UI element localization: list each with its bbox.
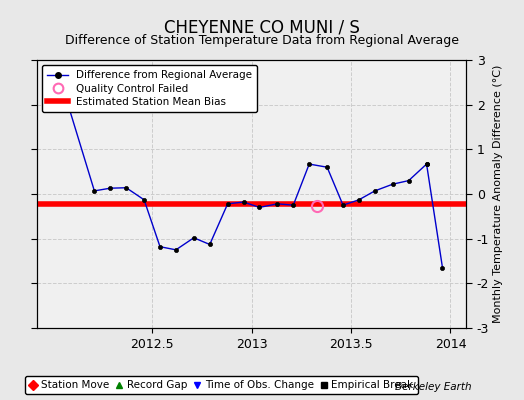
Difference from Regional Average: [141, 198, 147, 202]
Difference from Regional Average: [107, 186, 113, 190]
Difference from Regional Average: [356, 198, 362, 202]
Line: Difference from Regional Average: Difference from Regional Average: [59, 78, 444, 270]
Difference from Regional Average: [290, 203, 297, 208]
Difference from Regional Average: [191, 235, 197, 240]
Difference from Regional Average: [157, 244, 163, 249]
Difference from Regional Average: [439, 265, 445, 270]
Difference from Regional Average: [423, 162, 430, 166]
Difference from Regional Average: [324, 165, 330, 170]
Difference from Regional Average: [306, 162, 312, 166]
Text: Berkeley Earth: Berkeley Earth: [395, 382, 472, 392]
Legend: Station Move, Record Gap, Time of Obs. Change, Empirical Break: Station Move, Record Gap, Time of Obs. C…: [25, 376, 418, 394]
Difference from Regional Average: [390, 182, 396, 186]
Difference from Regional Average: [58, 78, 64, 82]
Difference from Regional Average: [423, 162, 430, 166]
Difference from Regional Average: [123, 185, 129, 190]
Difference from Regional Average: [91, 188, 97, 193]
Difference from Regional Average: [241, 200, 247, 204]
Text: Difference of Station Temperature Data from Regional Average: Difference of Station Temperature Data f…: [65, 34, 459, 47]
Difference from Regional Average: [274, 202, 280, 206]
Difference from Regional Average: [256, 205, 263, 210]
Difference from Regional Average: [224, 202, 231, 206]
Difference from Regional Average: [340, 203, 346, 208]
Text: CHEYENNE CO MUNI / S: CHEYENNE CO MUNI / S: [164, 18, 360, 36]
Difference from Regional Average: [406, 178, 412, 183]
Y-axis label: Monthly Temperature Anomaly Difference (°C): Monthly Temperature Anomaly Difference (…: [493, 65, 504, 323]
Difference from Regional Average: [173, 248, 179, 252]
Difference from Regional Average: [206, 242, 213, 247]
Difference from Regional Average: [372, 188, 378, 193]
